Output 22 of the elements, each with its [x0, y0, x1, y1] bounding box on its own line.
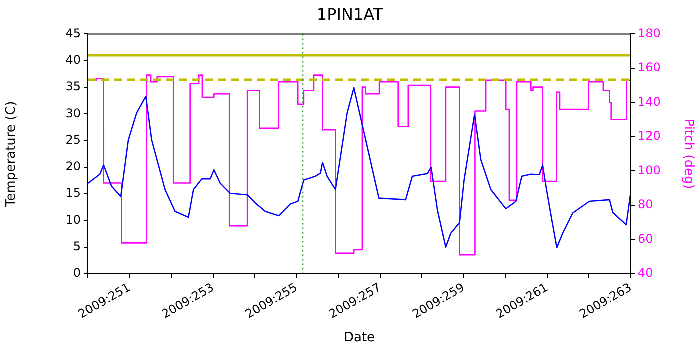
y-tick-label: 0 [73, 266, 81, 280]
y-tick-label: 45 [66, 26, 81, 40]
y2-tick-label: 80 [638, 198, 654, 212]
y2-tick-label: 100 [638, 163, 661, 178]
y2-tick-label: 180 [638, 26, 661, 40]
y-axis-title: Temperature (C) [4, 101, 20, 208]
y-tick-label: 40 [66, 52, 81, 67]
y-tick-label: 25 [66, 132, 81, 147]
y-tick-label: 15 [66, 186, 81, 200]
y-tick-label: 30 [66, 106, 81, 120]
y-tick-label: 5 [73, 239, 81, 254]
y2-tick-label: 140 [638, 94, 661, 109]
y-tick-label: 35 [66, 80, 81, 94]
y2-tick-label: 40 [638, 266, 654, 280]
chart-title: 1PIN1AT [316, 4, 384, 24]
y-tick-label: 20 [66, 160, 81, 174]
y2-axis-title: Pitch (deg) [680, 118, 696, 190]
y-tick-label: 10 [66, 212, 81, 227]
y2-tick-label: 60 [638, 232, 654, 246]
y2-tick-label: 120 [638, 129, 661, 144]
x-axis-title: Date [344, 330, 376, 346]
y2-tick-label: 160 [638, 60, 661, 75]
